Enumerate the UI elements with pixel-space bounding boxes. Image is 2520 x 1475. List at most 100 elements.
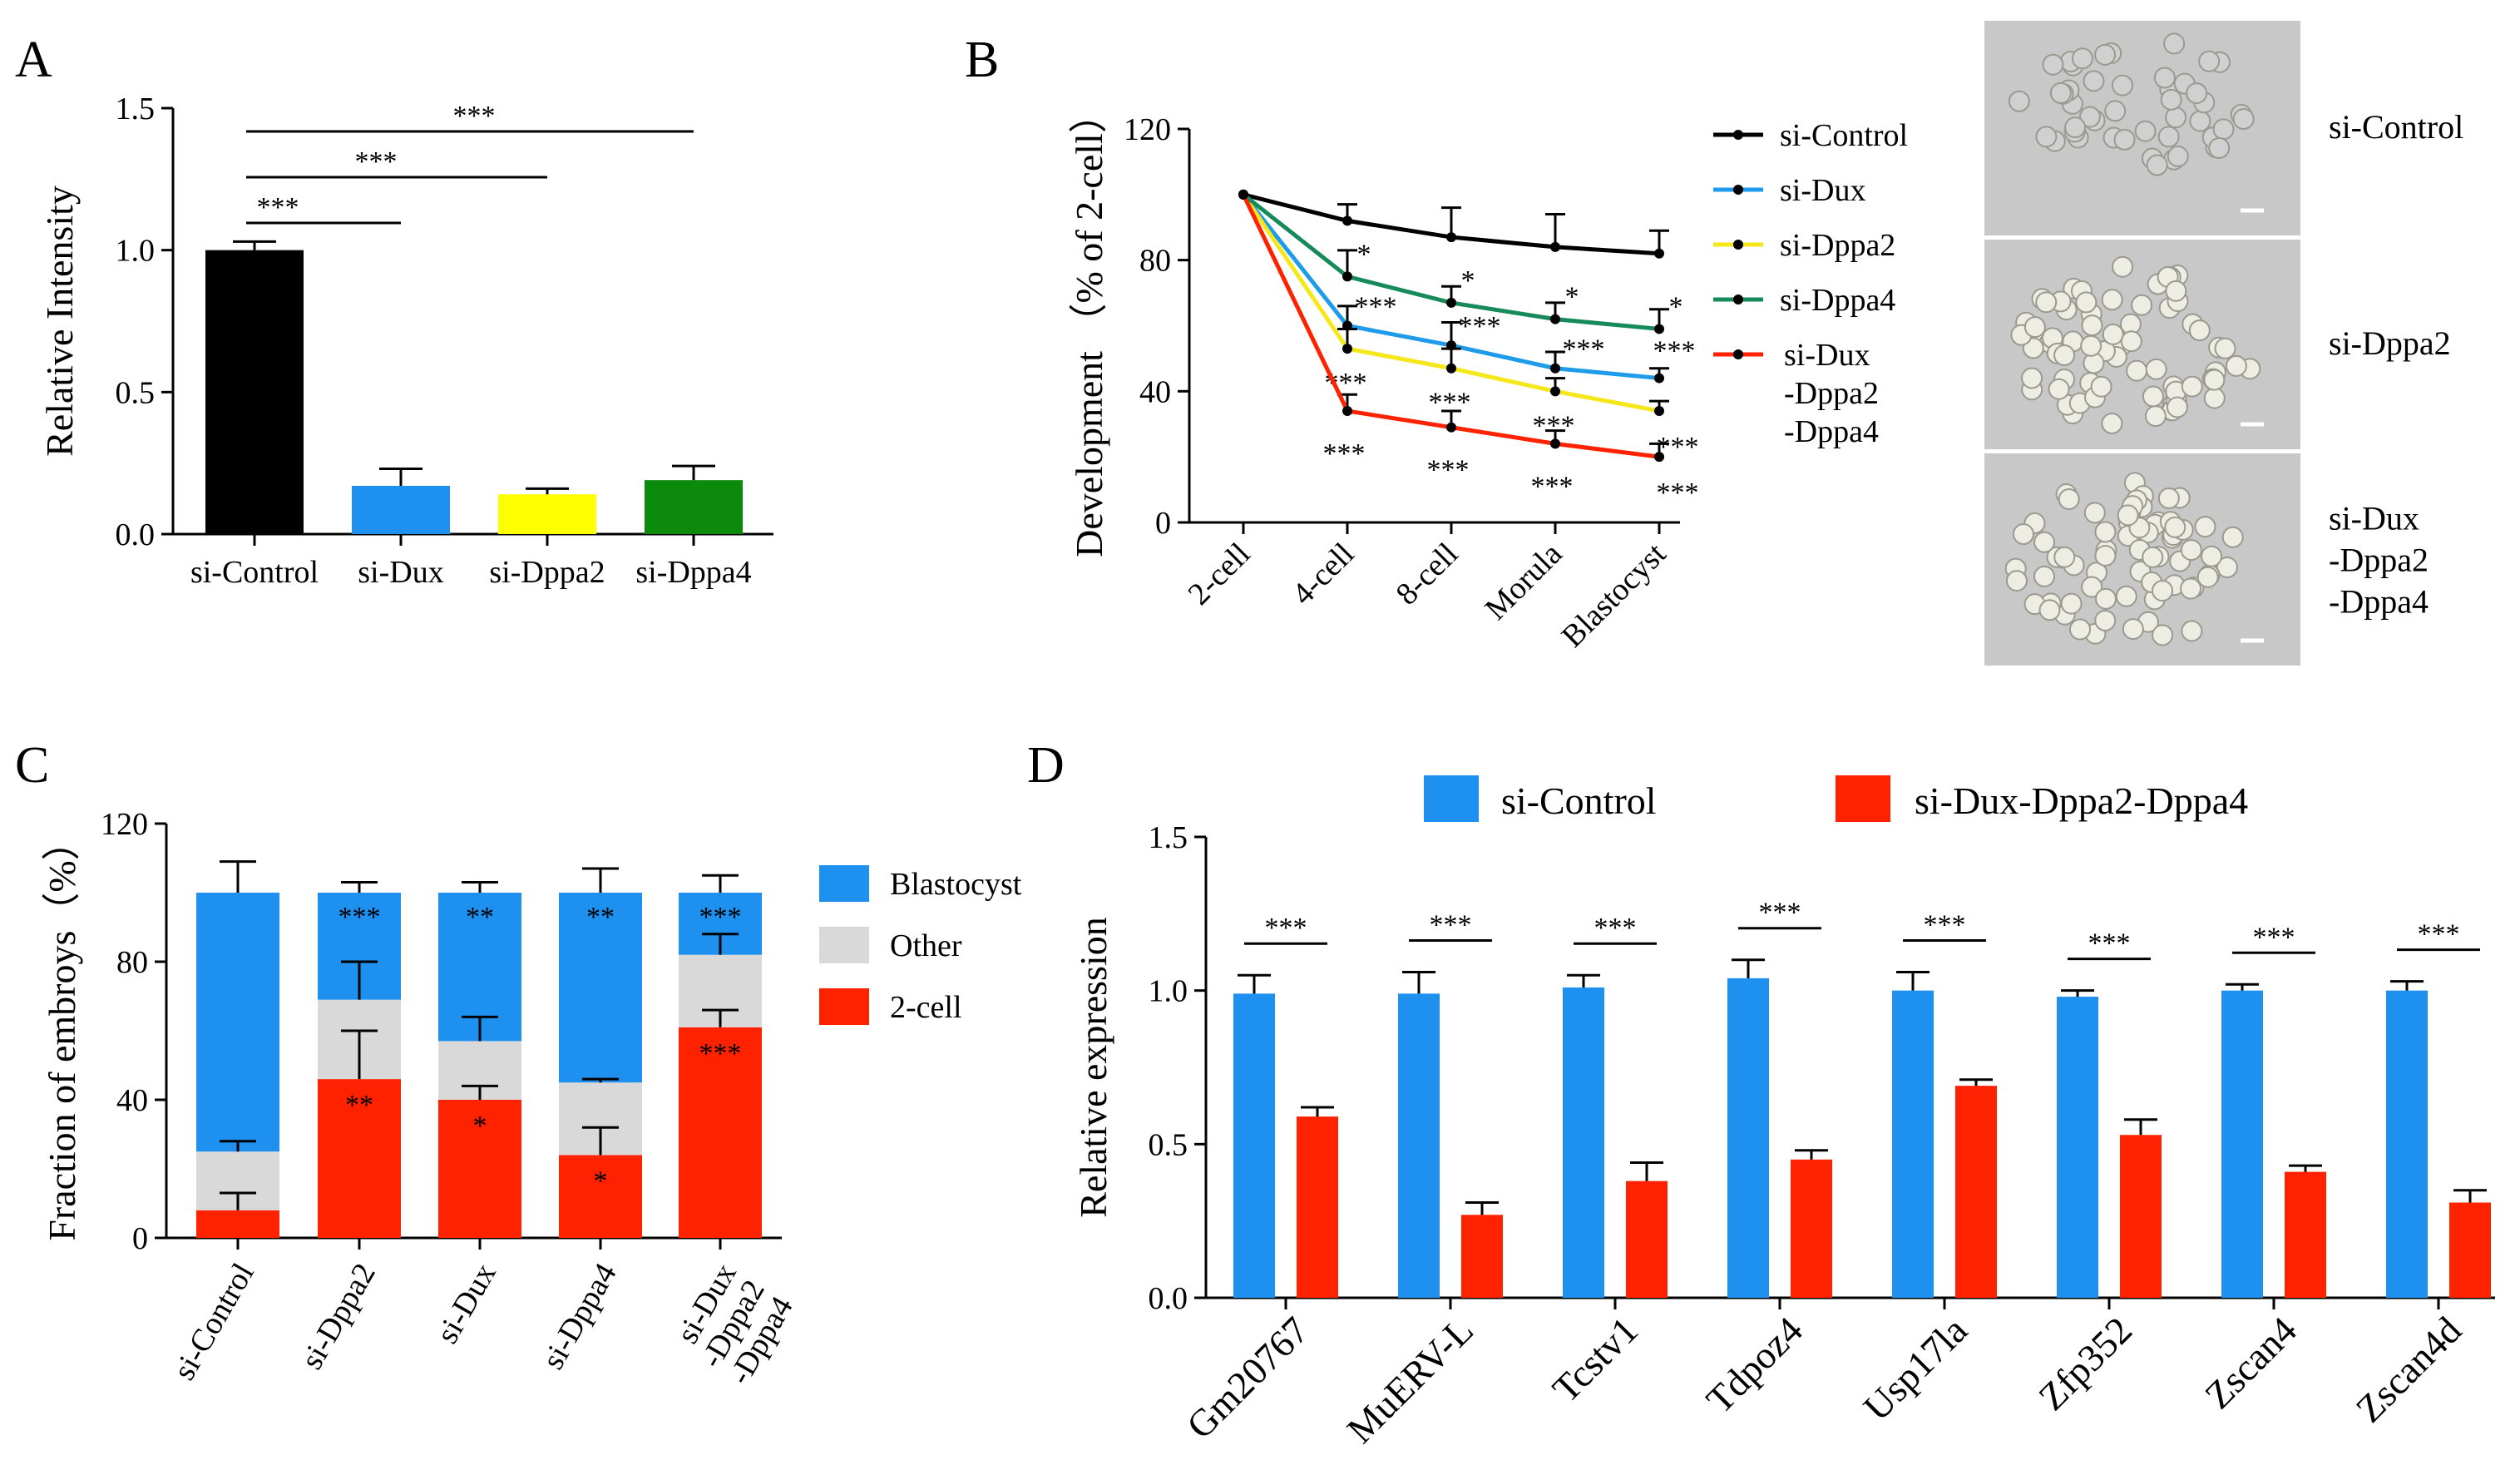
- embryo-cell: [2167, 145, 2189, 167]
- d-sig-label: ***: [1430, 910, 1472, 941]
- c-sig-label: ***: [338, 902, 381, 933]
- c-sig-label: ***: [699, 1038, 742, 1069]
- b-point-si-Dux -Dppa2 -Dppa4: [1654, 452, 1664, 463]
- d-legend-label: si-Dux-Dppa2-Dppa4: [1915, 780, 2248, 822]
- embryo-cell: [2101, 289, 2123, 311]
- b-legend-label: si-Control: [1780, 118, 1908, 153]
- embryo-cell: [2144, 405, 2167, 428]
- embryo-cell: [2181, 375, 2203, 398]
- b-point-si-Dppa2: [1446, 363, 1456, 374]
- embryo-cell: [2111, 74, 2133, 97]
- embryo-cell: [2035, 291, 2058, 314]
- d-sig-label: ***: [2253, 922, 2295, 953]
- embryo-photo-label: si-Dppa2: [2329, 324, 2451, 362]
- embryo-cell: [2049, 82, 2072, 104]
- embryo-cell: [2134, 120, 2157, 142]
- b-legend-marker: [1733, 240, 1743, 250]
- a-x-tick-label: si-Control: [190, 555, 319, 590]
- c-y-tick-label: 0: [132, 1221, 148, 1256]
- d-bar-si-Control: [1233, 993, 1275, 1298]
- c-x-tick-label: si-Control: [166, 1258, 260, 1386]
- b-point-si-Dux: [1654, 373, 1664, 384]
- embryo-cell: [2214, 337, 2236, 359]
- c-bar-2-cell: [438, 1100, 521, 1238]
- a-sig-label: ***: [257, 192, 299, 223]
- embryo-cell: [2080, 334, 2102, 357]
- embryo-cell: [2189, 110, 2211, 132]
- embryo-cell: [2053, 344, 2076, 367]
- panel-letter-c: C: [15, 737, 49, 794]
- d-bar-si-Control: [2221, 990, 2263, 1298]
- embryo-cell: [2115, 585, 2137, 607]
- embryo-cell: [2166, 396, 2188, 418]
- d-bar-si-Control: [1398, 993, 1440, 1298]
- d-bar-si-Dux-Dppa2-Dppa4: [2120, 1135, 2162, 1298]
- a-bar-si-Dppa4: [645, 480, 743, 534]
- d-bar-si-Control: [1727, 978, 1769, 1298]
- a-y-tick-label: 0.0: [116, 517, 156, 552]
- b-sig-label: ***: [1429, 388, 1471, 418]
- embryo-cell: [2094, 521, 2117, 543]
- embryo-cell: [2083, 70, 2105, 92]
- c-bar-2-cell: [196, 1210, 279, 1238]
- d-x-tick-label: Usp17la: [1855, 1309, 1975, 1428]
- c-x-tick-label: si-Dppa4: [536, 1258, 624, 1376]
- d-bar-si-Dux-Dppa2-Dppa4: [2285, 1171, 2326, 1298]
- d-y-title: Relative expression: [1072, 917, 1114, 1218]
- c-sig-label: **: [345, 1090, 373, 1121]
- b-sig-label: ***: [1531, 471, 1574, 502]
- c-sig-label: **: [466, 902, 494, 933]
- b-sig-label: ***: [1427, 455, 1470, 486]
- embryo-cell: [2005, 570, 2028, 592]
- d-bar-si-Dux-Dppa2-Dppa4: [1791, 1159, 1832, 1298]
- b-point-si-Dux: [1550, 363, 1560, 374]
- b-x-tick-label: 4-cell: [1285, 537, 1361, 612]
- embryo-cell: [2094, 609, 2117, 631]
- a-sig-label: ***: [453, 101, 496, 131]
- b-x-tick-label: Blastocyst: [1555, 536, 1673, 654]
- embryo-cell: [2186, 82, 2208, 105]
- embryo-cell: [2145, 358, 2167, 380]
- embryo-cell: [2157, 126, 2180, 148]
- c-legend-swatch: [819, 927, 869, 963]
- embryo-cell: [2094, 587, 2117, 610]
- embryo-cell: [2221, 526, 2244, 548]
- a-y-tick-label: 1.0: [116, 234, 156, 269]
- embryo-cell: [2181, 620, 2203, 642]
- embryo-cell: [2152, 580, 2174, 602]
- panel-letter-b: B: [965, 32, 999, 88]
- embryo-cell: [2146, 154, 2168, 176]
- b-sig-label: ***: [1657, 478, 1699, 508]
- embryo-photo-label: si-Control: [2329, 108, 2463, 146]
- d-x-tick-label: Tcstv1: [1544, 1309, 1646, 1410]
- embryo-cell: [2117, 504, 2139, 527]
- c-y-tick-label: 40: [116, 1083, 148, 1118]
- embryo-cell: [2012, 523, 2034, 546]
- d-bar-si-Dux-Dppa2-Dppa4: [1461, 1215, 1503, 1298]
- embryo-cell: [2194, 516, 2216, 538]
- d-legend-swatch: [1424, 775, 1479, 822]
- b-sig-label: ***: [1323, 438, 1366, 469]
- b-point-si-Dux -Dppa2 -Dppa4: [1342, 405, 1352, 416]
- chart-a: 0.0 0.5 1.0 1.5 Relative Intensity si-Control…: [38, 92, 773, 590]
- embryo-cell: [2160, 88, 2182, 111]
- a-x-tick-label: si-Dppa4: [635, 555, 751, 590]
- b-legend-marker: [1733, 349, 1743, 359]
- b-legend-label: si-Dppa2: [1780, 228, 1895, 263]
- embryo-cell: [2165, 106, 2187, 129]
- chart-c: 0 40 80 120 Fraction of embroys（%） si-Control…: [41, 807, 1022, 1390]
- embryo-cell: [2165, 280, 2187, 302]
- embryo-cell: [2112, 255, 2134, 278]
- d-legend-label: si-Control: [1501, 780, 1657, 822]
- embryo-cell: [2048, 378, 2070, 400]
- a-bar-si-Dux: [352, 485, 450, 534]
- embryo-cell: [2008, 90, 2030, 112]
- b-y-tick-label: 120: [1124, 112, 1171, 147]
- embryo-cell: [2064, 116, 2087, 139]
- b-point-si-Dppa2: [1654, 405, 1664, 416]
- a-bar-si-Control: [205, 250, 304, 534]
- embryo-cell: [2094, 544, 2117, 567]
- b-legend-label: -Dppa4: [1784, 414, 1879, 449]
- c-y-title: Fraction of embroys（%）: [41, 822, 83, 1240]
